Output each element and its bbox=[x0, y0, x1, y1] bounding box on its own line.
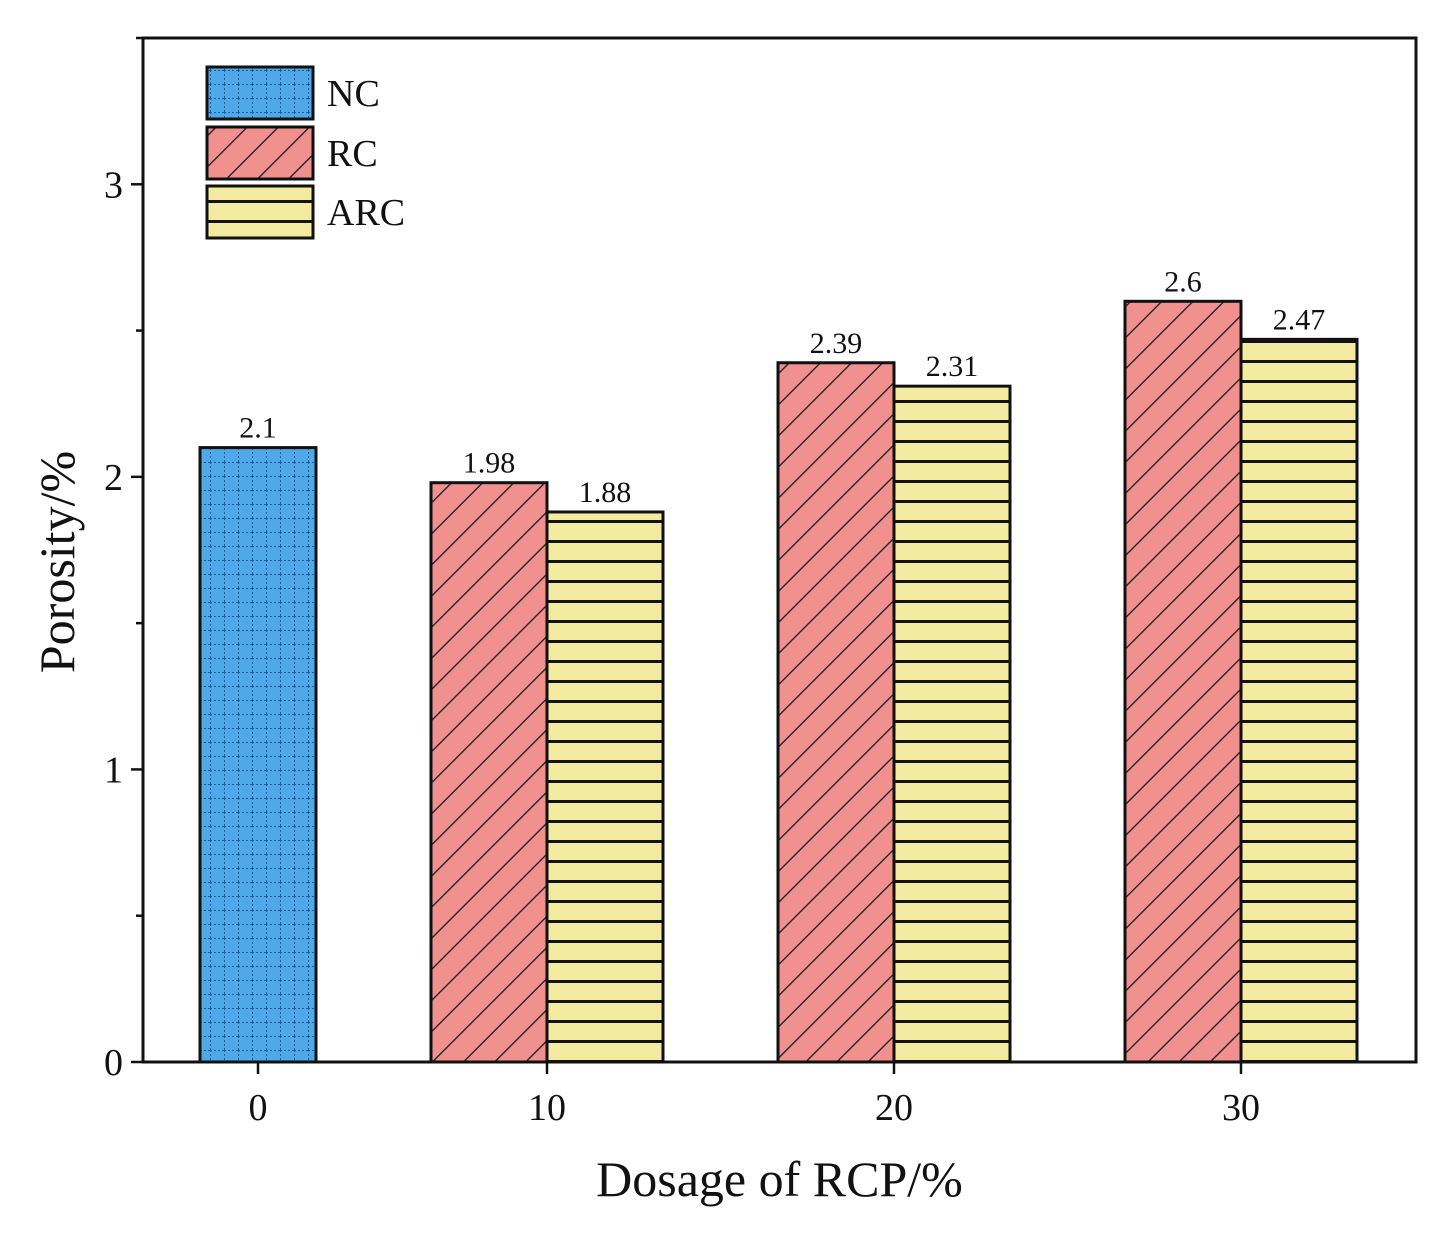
legend-swatch-nc bbox=[205, 65, 315, 121]
bar-arc-30 bbox=[1239, 337, 1359, 1064]
x-tick-label-0: 0 bbox=[249, 1087, 268, 1129]
data-label-rc-10: 1.98 bbox=[463, 447, 516, 480]
y-axis-title: Porosity/% bbox=[29, 451, 85, 673]
legend-label-nc: NC bbox=[327, 73, 380, 115]
legend-label-rc: RC bbox=[327, 133, 378, 175]
legend-label-arc: ARC bbox=[327, 192, 405, 234]
bar-nc-0 bbox=[198, 446, 318, 1064]
data-labels-layer: 2.1 1.98 1.88 2.39 2.31 2.6 2.47 bbox=[239, 265, 1325, 509]
legend-swatch-arc bbox=[205, 184, 315, 240]
x-tick-label-20: 20 bbox=[875, 1087, 913, 1129]
bars-layer bbox=[198, 299, 1359, 1064]
legend: NC RC ARC bbox=[205, 65, 405, 240]
y-tick-label-2: 2 bbox=[104, 457, 123, 499]
data-label-rc-30: 2.6 bbox=[1164, 265, 1202, 298]
plot-frame bbox=[141, 36, 1418, 1064]
bar-arc-10 bbox=[545, 510, 665, 1064]
data-label-arc-30: 2.47 bbox=[1273, 303, 1326, 336]
y-tick-label-1: 1 bbox=[104, 749, 123, 791]
bar-rc-10 bbox=[429, 481, 549, 1064]
x-tick-label-10: 10 bbox=[528, 1087, 566, 1129]
bar-arc-20 bbox=[892, 384, 1012, 1064]
data-label-rc-20: 2.39 bbox=[810, 327, 863, 360]
bar-rc-20 bbox=[776, 361, 896, 1064]
y-tick-label-3: 3 bbox=[104, 164, 123, 206]
x-tick-label-30: 30 bbox=[1222, 1087, 1260, 1129]
data-label-nc-0: 2.1 bbox=[239, 412, 277, 445]
y-tick-label-0: 0 bbox=[104, 1042, 123, 1084]
legend-swatch-rc bbox=[205, 125, 315, 181]
x-axis-title: Dosage of RCP/% bbox=[596, 1151, 963, 1207]
data-label-arc-20: 2.31 bbox=[926, 350, 979, 383]
data-label-arc-10: 1.88 bbox=[579, 476, 632, 509]
bar-rc-30 bbox=[1123, 299, 1243, 1064]
